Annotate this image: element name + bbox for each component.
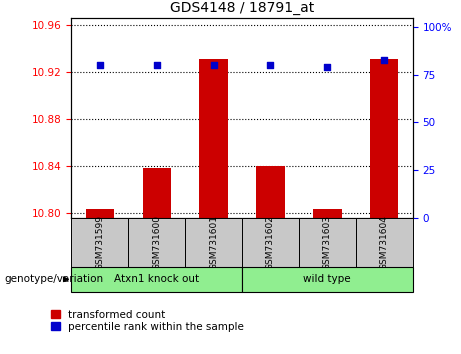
Text: GSM731604: GSM731604 xyxy=(380,215,389,270)
Text: GSM731599: GSM731599 xyxy=(95,215,104,270)
Legend: transformed count, percentile rank within the sample: transformed count, percentile rank withi… xyxy=(51,310,244,332)
Bar xyxy=(356,218,413,267)
Point xyxy=(380,57,388,62)
Bar xyxy=(313,210,342,218)
Bar xyxy=(142,168,171,218)
Bar xyxy=(256,166,285,218)
Point xyxy=(153,63,160,68)
Bar xyxy=(242,218,299,267)
Text: GSM731601: GSM731601 xyxy=(209,215,218,270)
Text: GSM731602: GSM731602 xyxy=(266,215,275,270)
Point xyxy=(267,63,274,68)
Bar xyxy=(71,267,242,292)
Text: wild type: wild type xyxy=(303,274,351,284)
Bar xyxy=(185,218,242,267)
Text: GSM731600: GSM731600 xyxy=(152,215,161,270)
Bar xyxy=(370,59,398,218)
Bar xyxy=(128,218,185,267)
Text: GSM731603: GSM731603 xyxy=(323,215,332,270)
Bar xyxy=(200,59,228,218)
Point xyxy=(210,63,217,68)
Bar xyxy=(86,210,114,218)
Title: GDS4148 / 18791_at: GDS4148 / 18791_at xyxy=(170,1,314,15)
Text: Atxn1 knock out: Atxn1 knock out xyxy=(114,274,199,284)
Bar xyxy=(242,267,413,292)
Bar xyxy=(299,218,356,267)
Text: genotype/variation: genotype/variation xyxy=(5,274,104,284)
Point xyxy=(324,64,331,70)
Point xyxy=(96,63,104,68)
Bar xyxy=(71,218,128,267)
